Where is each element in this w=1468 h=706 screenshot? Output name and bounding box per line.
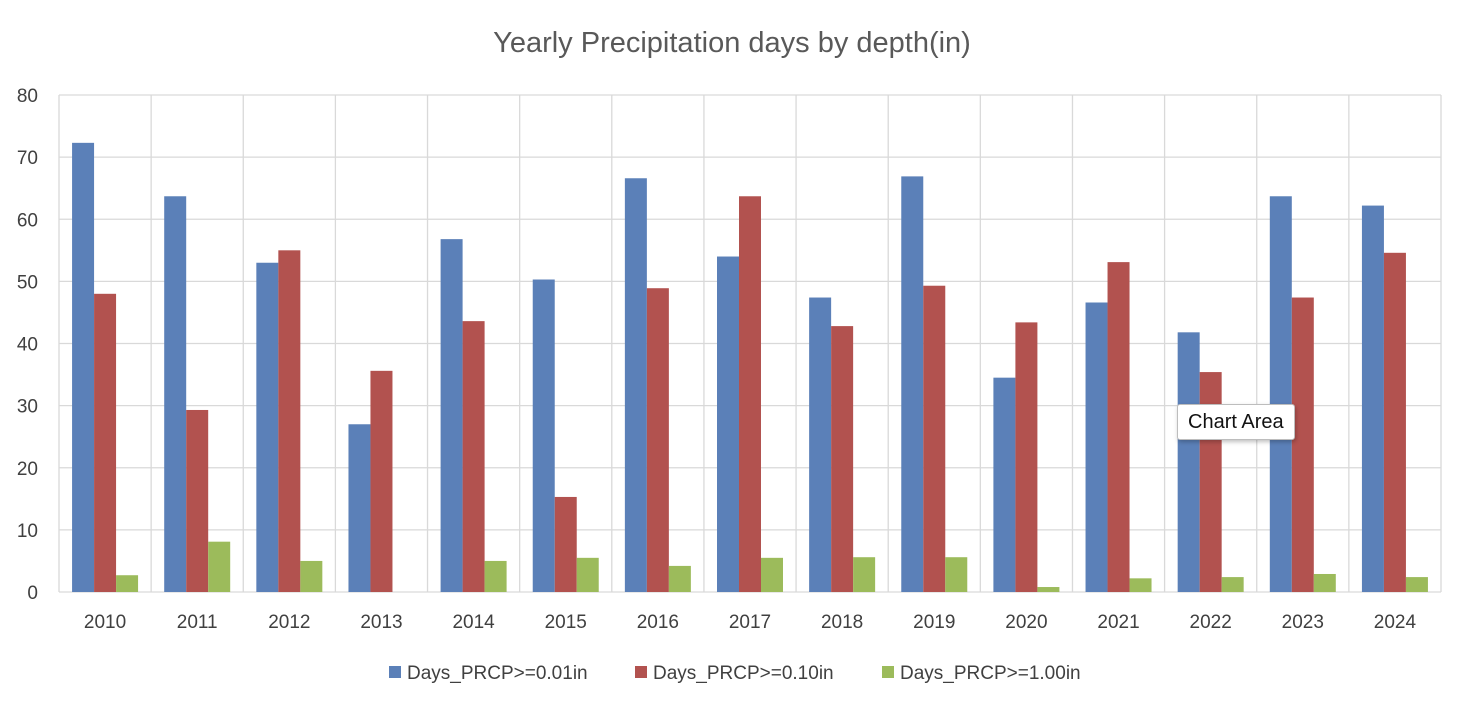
bar-2020-series-2 [1015, 322, 1038, 592]
legend-label-1: Days_PRCP>=0.01in [407, 663, 588, 684]
bar-2019-series-1 [901, 176, 924, 593]
bar-2012-series-2 [278, 250, 301, 592]
bar-2012-series-1 [256, 262, 279, 592]
bar-2013-series-2 [370, 370, 393, 592]
bar-2023-series-3 [1313, 573, 1336, 592]
bar-2017-series-2 [739, 196, 761, 593]
legend-swatch-2 [635, 666, 647, 678]
bar-2021-series-2 [1107, 262, 1130, 592]
bar-2022-series-3 [1221, 577, 1244, 592]
bar-2011-series-2 [186, 409, 209, 592]
x-tick-label: 2010 [84, 612, 126, 633]
bar-2015-series-2 [554, 496, 577, 592]
legend-label-3: Days_PRCP>=1.00in [900, 663, 1081, 684]
bar-2023-series-2 [1291, 297, 1314, 592]
bars [72, 142, 1428, 593]
legend-swatch-3 [882, 666, 894, 678]
bar-2018-series-3 [853, 557, 876, 592]
x-tick-label: 2019 [913, 612, 955, 633]
bar-2015-series-3 [576, 557, 599, 592]
bar-2024-series-3 [1405, 577, 1428, 592]
legend-swatch-1 [389, 666, 401, 678]
x-tick-label: 2011 [177, 612, 218, 633]
bar-2012-series-3 [300, 560, 323, 592]
bar-2016-series-1 [624, 178, 647, 592]
x-axis-ticks: 2010 2011 2012 2013 2014 2015 2016 2017 2018 2019… [84, 612, 1417, 633]
x-tick-label: 2012 [268, 612, 310, 633]
bar-2023-series-1 [1269, 196, 1292, 593]
chart-area-tooltip: Chart Area [1177, 404, 1295, 440]
y-tick-label: 0 [27, 583, 38, 604]
x-tick-label: 2021 [1097, 612, 1139, 633]
y-tick-label: 70 [17, 148, 38, 169]
x-tick-label: 2015 [545, 612, 587, 633]
bar-2022-series-1 [1177, 332, 1200, 592]
bar-2016-series-2 [646, 288, 669, 592]
bar-2021-series-1 [1085, 302, 1108, 592]
chart-title: Yearly Precipitation days by depth(in) [493, 27, 971, 59]
x-tick-label: 2013 [360, 612, 402, 633]
bar-2019-series-2 [923, 285, 946, 592]
bar-2017-series-1 [717, 256, 739, 592]
x-tick-label: 2020 [1005, 612, 1047, 633]
bar-2010-series-2 [94, 293, 117, 592]
y-axis-ticks: 0 10 20 30 40 50 60 70 80 [17, 86, 38, 604]
y-tick-label: 80 [17, 86, 38, 107]
y-tick-label: 20 [17, 459, 38, 480]
bar-2020-series-3 [1037, 587, 1060, 592]
y-tick-label: 30 [17, 397, 38, 418]
bar-2018-series-1 [809, 297, 832, 592]
bar-2011-series-1 [164, 196, 187, 593]
x-tick-label: 2017 [729, 612, 771, 633]
x-tick-label: 2023 [1282, 612, 1324, 633]
bar-2010-series-3 [116, 575, 139, 592]
bar-2019-series-3 [945, 557, 968, 592]
legend: Days_PRCP>=0.01in Days_PRCP>=0.10in Days_P… [389, 663, 1081, 684]
bar-2014-series-3 [484, 560, 507, 592]
x-tick-label: 2018 [821, 612, 863, 633]
bar-2020-series-1 [993, 377, 1016, 592]
x-tick-label: 2024 [1374, 612, 1417, 633]
bar-2014-series-1 [440, 239, 463, 592]
bar-2016-series-3 [668, 565, 691, 592]
bar-2024-series-2 [1383, 252, 1406, 593]
bar-2018-series-2 [831, 326, 854, 592]
legend-label-2: Days_PRCP>=0.10in [653, 663, 834, 684]
bar-2021-series-3 [1129, 578, 1152, 592]
x-tick-label: 2022 [1190, 612, 1232, 633]
bar-2010-series-1 [72, 142, 95, 592]
bar-2024-series-1 [1361, 205, 1384, 592]
bar-2017-series-3 [761, 557, 783, 592]
bar-2013-series-1 [348, 424, 371, 592]
x-tick-label: 2014 [452, 612, 495, 633]
y-tick-label: 40 [17, 335, 38, 356]
y-tick-label: 50 [17, 272, 38, 293]
bar-2015-series-1 [532, 279, 555, 592]
bar-2011-series-3 [208, 541, 231, 592]
x-tick-label: 2016 [637, 612, 679, 633]
y-tick-label: 60 [17, 210, 38, 231]
bar-2014-series-2 [462, 321, 485, 592]
y-tick-label: 10 [17, 521, 38, 542]
